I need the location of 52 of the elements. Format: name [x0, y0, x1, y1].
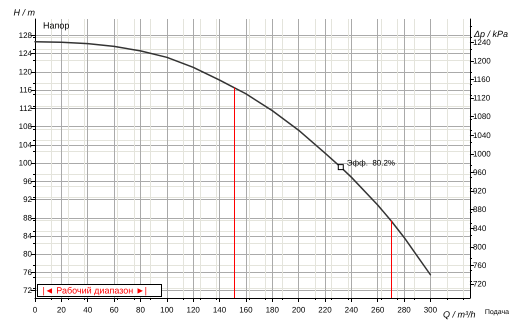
y-tick-label: 108 — [18, 122, 33, 132]
x-tick-label: 20 — [56, 306, 66, 314]
y2-tick-label: 1000 — [472, 149, 492, 158]
y-tick-label: 84 — [23, 232, 33, 240]
y2-tick-label: 1240 — [472, 38, 492, 47]
chart-title: Напор — [43, 20, 70, 30]
x-tick-label: 200 — [292, 306, 306, 314]
y2-tick-label: 1080 — [472, 112, 492, 122]
x-tick-label: 140 — [212, 306, 227, 314]
y-tick-label: 88 — [23, 213, 33, 222]
y2-tick-label: 1200 — [472, 56, 492, 66]
y2-tick-label: 800 — [472, 242, 487, 252]
y-tick-label: 92 — [23, 195, 33, 204]
x-tick-label: 120 — [186, 306, 200, 314]
y-tick-label: 116 — [19, 86, 33, 95]
x-tick-label: 220 — [318, 306, 332, 314]
x-tick-label: 160 — [239, 306, 254, 314]
y-tick-label: 120 — [18, 67, 33, 76]
x-tick-label: 260 — [371, 306, 385, 314]
annotation: |◄ Рабочий диапазон ►| — [42, 286, 147, 296]
y-tick-label: 80 — [23, 250, 33, 259]
y2-axis-title: Δp / kPa — [472, 28, 508, 39]
line-series — [34, 41, 432, 276]
y-tick-label: 124 — [18, 49, 33, 58]
y-axis-title: H / m — [14, 8, 36, 18]
y2-tick-label: 1160 — [472, 74, 491, 84]
x-tick-label: 0 — [32, 306, 38, 314]
y2-tick-label: 720 — [472, 280, 487, 289]
y-tick-label: 128 — [18, 30, 33, 40]
annotation: Эфф. 80.2% — [346, 158, 396, 168]
x-tick-label: 60 — [110, 306, 120, 314]
y2-tick-label: 760 — [472, 260, 487, 270]
x-tick-label: 100 — [160, 306, 174, 314]
y2-tick-label: 960 — [472, 168, 487, 177]
y-tick-label: 112 — [19, 104, 33, 113]
y-tick-label: 72 — [23, 286, 33, 296]
x-tick-label: 240 — [344, 306, 359, 314]
y-tick-label: 100 — [18, 158, 33, 168]
y-tick-label: 76 — [23, 268, 33, 277]
x-tick-label: 180 — [266, 306, 280, 314]
x-tick-label: 80 — [136, 306, 146, 314]
x-axis-title: Q / m³/h — [442, 310, 476, 320]
y2-tick-label: 920 — [472, 186, 487, 196]
y-tick-label: 96 — [23, 176, 33, 186]
x-tick-label: 300 — [424, 306, 438, 314]
y-tick-label: 104 — [18, 140, 33, 150]
x-tick-label: 280 — [397, 306, 412, 314]
y2-tick-label: 840 — [472, 224, 487, 233]
y2-tick-label: 1040 — [472, 130, 492, 140]
x-tick-label: 40 — [83, 306, 93, 314]
y2-tick-label: 880 — [472, 205, 487, 214]
y2-tick-label: 1120 — [472, 94, 491, 103]
